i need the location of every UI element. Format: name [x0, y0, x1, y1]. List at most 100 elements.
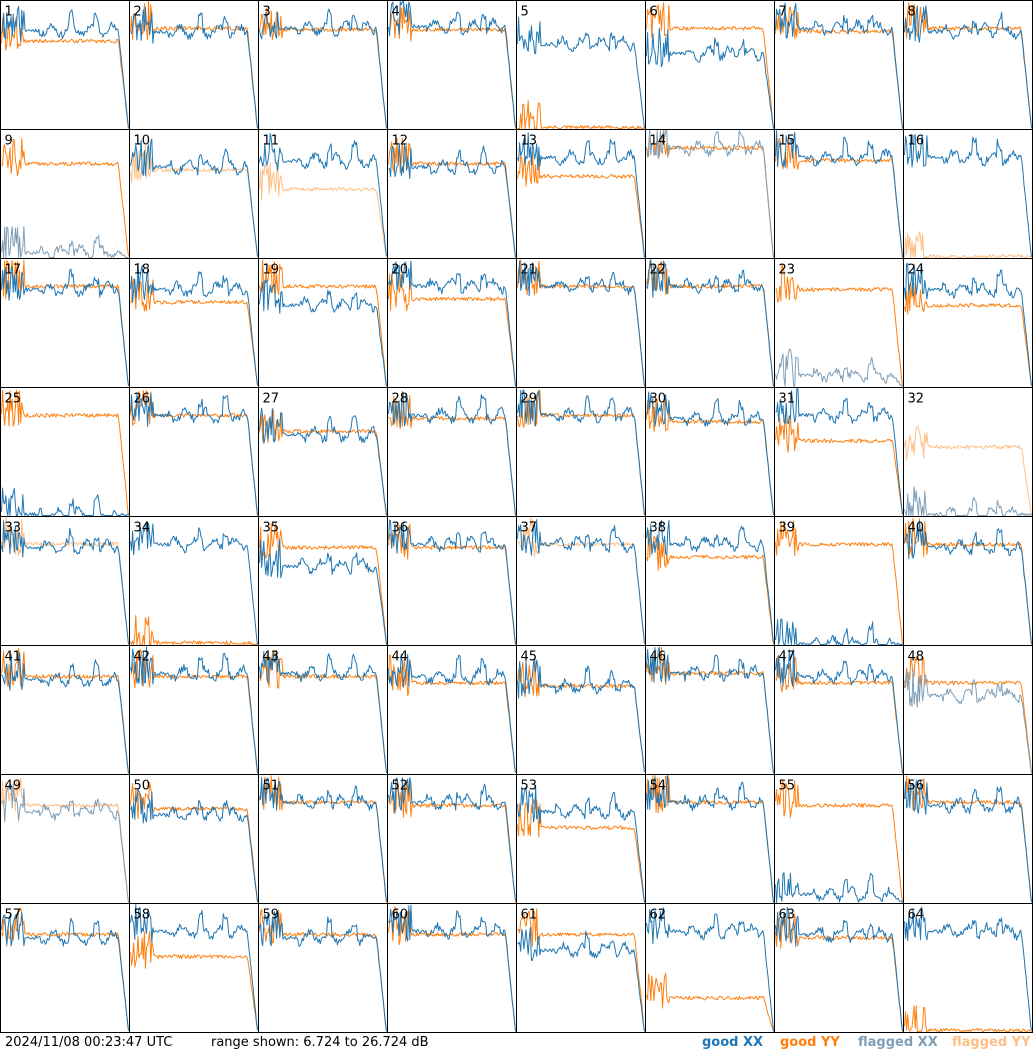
tile-panel: 46 — [645, 645, 775, 775]
tile-panel: 47 — [774, 645, 904, 775]
tile-number: 38 — [650, 521, 667, 536]
tile-number: 4 — [392, 5, 400, 20]
tile-panel: 41 — [0, 645, 130, 775]
tile-number: 28 — [392, 392, 409, 407]
tile-number: 20 — [392, 263, 409, 278]
tile-panel: 24 — [903, 258, 1033, 388]
series-yy-line — [388, 523, 516, 645]
tile-panel: 63 — [774, 903, 904, 1033]
tile-frame — [516, 0, 646, 130]
tile-panel: 10 — [129, 129, 259, 259]
tile-number: 57 — [5, 908, 22, 923]
series-yy-line — [904, 231, 1032, 258]
series-xx-line — [259, 407, 387, 516]
tile-number: 16 — [908, 134, 925, 149]
tile-frame — [0, 387, 130, 517]
tile-number: 59 — [263, 908, 280, 923]
tile-frame — [0, 903, 130, 1033]
tile-frame — [774, 129, 904, 259]
series-yy-line — [904, 1005, 1032, 1032]
tile-frame — [774, 774, 904, 904]
series-xx-line — [130, 392, 258, 516]
tile-panel: 30 — [645, 387, 775, 517]
tile-panel: 52 — [387, 774, 517, 904]
tile-panel: 58 — [129, 903, 259, 1033]
series-xx-line — [775, 872, 903, 903]
series-xx-line — [904, 906, 1032, 1031]
tile-panel: 23 — [774, 258, 904, 388]
tile-number: 32 — [908, 392, 925, 407]
tile-number: 14 — [650, 134, 667, 149]
tile-number: 18 — [134, 263, 151, 278]
tile-number: 39 — [779, 521, 796, 536]
tile-number: 63 — [779, 908, 796, 923]
tile-number: 56 — [908, 779, 925, 794]
tile-number: 27 — [263, 392, 280, 407]
series-yy-line — [904, 654, 1032, 774]
legend-good-xx: good XX — [702, 1035, 764, 1050]
tile-panel: 12 — [387, 129, 517, 259]
series-xx-line — [130, 138, 258, 257]
tile-panel: 9 — [0, 129, 130, 259]
tile-number: 30 — [650, 392, 667, 407]
series-xx-line — [775, 130, 903, 258]
tile-panel: 16 — [903, 129, 1033, 259]
tile-number: 54 — [650, 779, 667, 794]
tile-frame — [516, 903, 646, 1033]
series-xx-line — [388, 904, 516, 1032]
series-xx-line — [904, 668, 1032, 774]
series-yy-line — [775, 655, 903, 774]
tile-number: 58 — [134, 908, 151, 923]
tile-frame — [516, 516, 646, 646]
series-yy-line — [517, 908, 645, 1032]
series-xx-line — [646, 259, 774, 387]
tile-frame — [258, 258, 388, 388]
series-xx-line — [646, 646, 774, 774]
tile-panel: 57 — [0, 903, 130, 1033]
series-xx-line — [517, 785, 645, 903]
series-yy-line — [775, 414, 903, 515]
series-yy-line — [388, 137, 516, 258]
legend-flagged-xx: flagged XX — [858, 1035, 938, 1050]
series-yy-line — [259, 522, 387, 645]
tile-panel: 13 — [516, 129, 646, 259]
tile-panel: 7 — [774, 0, 904, 130]
series-xx-line — [130, 6, 258, 129]
series-xx-line — [388, 1, 516, 128]
tile-frame — [903, 258, 1033, 388]
series-xx-line — [775, 348, 903, 387]
tile-number: 42 — [134, 650, 151, 665]
tile-panel: 59 — [258, 903, 388, 1033]
series-yy-line — [1, 389, 129, 516]
series-yy-line — [1, 517, 129, 644]
tile-frame — [129, 129, 259, 259]
series-yy-line — [517, 799, 645, 903]
tile-panel: 2 — [129, 0, 259, 130]
series-xx-line — [517, 16, 645, 129]
tile-number: 7 — [779, 5, 787, 20]
tile-panel: 19 — [258, 258, 388, 388]
tile-frame — [387, 774, 517, 904]
tile-number: 12 — [392, 134, 409, 149]
tile-number: 50 — [134, 779, 151, 794]
series-yy-line — [775, 6, 903, 128]
series-yy-line — [259, 160, 387, 258]
series-yy-line — [388, 4, 516, 129]
tile-frame — [129, 645, 259, 775]
series-xx-line — [388, 653, 516, 773]
tile-panel: 8 — [903, 0, 1033, 130]
series-xx-line — [259, 279, 387, 387]
tile-number: 47 — [779, 650, 796, 665]
tile-frame — [387, 645, 517, 775]
series-yy-line — [130, 614, 258, 645]
tile-number: 60 — [392, 908, 409, 923]
tile-frame — [516, 129, 646, 259]
tile-number: 53 — [521, 779, 538, 794]
tile-number: 2 — [134, 5, 142, 20]
tile-panel: 15 — [774, 129, 904, 259]
tile-panel: 34 — [129, 516, 259, 646]
series-xx-line — [130, 522, 258, 645]
tile-number: 31 — [779, 392, 796, 407]
tile-number: 44 — [392, 650, 409, 665]
